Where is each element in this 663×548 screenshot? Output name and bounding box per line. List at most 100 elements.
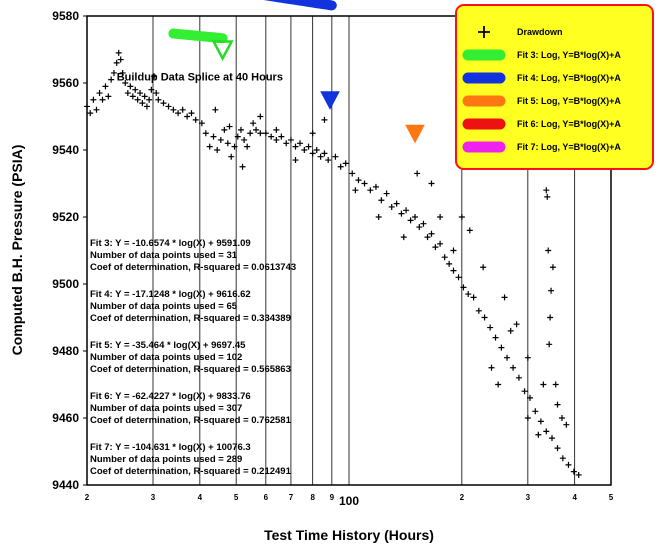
- data-point: [148, 86, 155, 93]
- data-point: [170, 106, 177, 113]
- data-point: [188, 110, 195, 117]
- data-point: [559, 455, 566, 462]
- data-point: [239, 163, 246, 170]
- data-point: [192, 116, 199, 123]
- data-point: [165, 103, 172, 110]
- data-point: [337, 163, 344, 170]
- data-point: [143, 103, 150, 110]
- data-point: [532, 408, 539, 415]
- data-point: [540, 381, 547, 388]
- x-tick-label: 4: [572, 493, 577, 502]
- data-point: [122, 80, 129, 86]
- fit-points-used: Number of data points used = 102: [90, 352, 242, 363]
- data-point: [355, 177, 362, 184]
- data-point: [488, 364, 495, 371]
- data-point: [475, 307, 482, 314]
- fit-equation: Fit 6: Y = -62.4227 * log(X) + 9833.76: [90, 391, 251, 402]
- data-point: [153, 90, 160, 97]
- data-point: [241, 136, 248, 143]
- legend-swatch: [478, 26, 490, 38]
- data-point: [558, 415, 565, 421]
- y-tick-label: 9480: [52, 344, 79, 358]
- data-point: [414, 170, 421, 177]
- data-point: [292, 143, 299, 150]
- data-point: [466, 227, 473, 234]
- data-point: [278, 133, 285, 140]
- data-point: [198, 120, 205, 127]
- data-point: [321, 116, 328, 123]
- data-point: [428, 180, 435, 187]
- data-point: [563, 421, 570, 428]
- data-point: [313, 147, 320, 153]
- data-point: [151, 73, 158, 80]
- y-axis-ticks: 9440 9460 9480 9500 9520 9540 9560 9580: [52, 9, 87, 492]
- data-point: [547, 314, 554, 321]
- fit-lines: [168, 0, 337, 44]
- data-point: [146, 96, 153, 103]
- data-point: [526, 394, 533, 401]
- data-point: [367, 187, 374, 194]
- data-point: [124, 90, 131, 97]
- fit-r-squared: Coef of determination, R-squared = 0.762…: [90, 415, 292, 426]
- data-point: [332, 153, 339, 160]
- data-point: [432, 244, 439, 251]
- data-point: [93, 106, 100, 113]
- triangle-marker: [405, 124, 425, 144]
- data-point: [117, 56, 124, 63]
- fit-points-used: Number of data points used = 289: [90, 454, 242, 465]
- markers: [211, 40, 425, 144]
- data-point: [257, 130, 264, 137]
- legend-box: [455, 4, 654, 170]
- data-point: [543, 428, 550, 435]
- data-point: [450, 247, 457, 254]
- data-point: [309, 150, 316, 157]
- x-axis-title: Test Time History (Hours): [264, 527, 434, 543]
- fit-r-squared: Coef of determination, R-squared = 0.212…: [90, 466, 292, 477]
- data-point: [424, 234, 431, 241]
- fit-points-used: Number of data points used = 31: [90, 250, 238, 261]
- x-tick-label: 9: [330, 493, 335, 502]
- data-point: [487, 324, 494, 331]
- fit-equation: Fit 4: Y = -17.1248 * log(X) + 9616.62: [90, 289, 251, 300]
- data-point: [212, 106, 219, 113]
- data-point: [342, 160, 349, 167]
- data-point: [141, 93, 148, 100]
- data-point: [504, 354, 511, 361]
- data-point: [554, 401, 561, 408]
- data-point: [84, 103, 90, 110]
- y-tick-label: 9540: [52, 143, 79, 157]
- data-point: [400, 234, 407, 241]
- data-point: [481, 314, 488, 321]
- data-point: [309, 130, 316, 137]
- data-point: [134, 96, 141, 103]
- data-point: [412, 214, 419, 220]
- data-point: [535, 431, 542, 438]
- data-point: [206, 143, 213, 150]
- data-point: [393, 200, 400, 207]
- fit-points-used: Number of data points used = 307: [90, 403, 242, 414]
- data-point: [537, 418, 544, 425]
- x-tick-label: 3: [526, 493, 531, 502]
- data-point: [214, 147, 221, 153]
- fit-equation: Fit 7: Y = -104.631 * log(X) + 10076.3: [90, 442, 251, 453]
- data-point: [160, 100, 167, 107]
- y-tick-label: 9560: [52, 76, 79, 90]
- data-point: [283, 140, 290, 147]
- data-point: [231, 143, 238, 150]
- data-point: [228, 153, 235, 160]
- data-point: [273, 136, 280, 143]
- data-point: [108, 76, 115, 83]
- y-tick-label: 9500: [52, 277, 79, 291]
- data-point: [234, 133, 241, 140]
- data-point: [224, 140, 231, 147]
- data-point: [217, 136, 224, 143]
- x-tick-label: 4: [198, 493, 203, 502]
- data-point: [155, 96, 162, 103]
- data-point: [273, 126, 280, 133]
- data-point: [575, 471, 582, 478]
- x-tick-label: 7: [289, 493, 294, 502]
- data-point: [202, 130, 209, 137]
- data-point: [132, 86, 139, 93]
- data-point: [495, 381, 502, 388]
